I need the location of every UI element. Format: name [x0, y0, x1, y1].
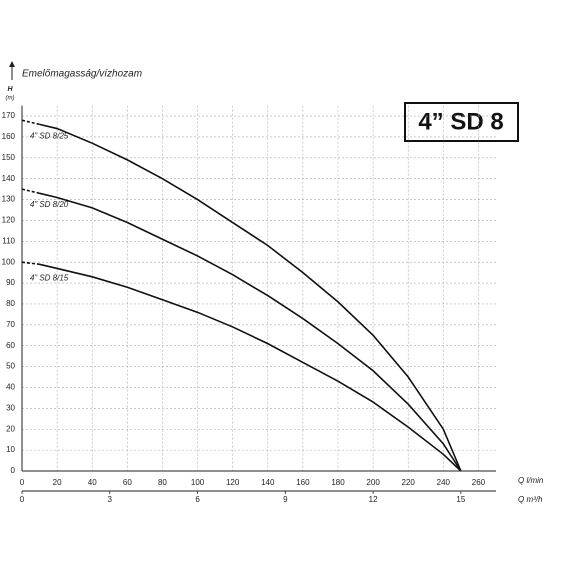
y-tick-label: 20	[6, 424, 15, 433]
x-tick-label: 160	[296, 478, 310, 487]
y-tick-label: 30	[6, 403, 15, 412]
y-tick-label: 0	[11, 466, 16, 475]
x2-tick-label: 3	[108, 495, 113, 504]
curve	[39, 192, 462, 472]
x-tick-label: 60	[123, 478, 132, 487]
x-label: Q l/min	[518, 476, 544, 485]
y-tick-label: 170	[2, 111, 16, 120]
x-tick-label: 240	[437, 478, 451, 487]
x-tick-label: 260	[472, 478, 486, 487]
chart-title: 4” SD 8	[418, 108, 503, 135]
curve	[39, 263, 462, 472]
x-tick-label: 0	[20, 478, 25, 487]
x2-tick-label: 6	[195, 495, 200, 504]
y-tick-label: 70	[6, 320, 15, 329]
x-tick-label: 220	[402, 478, 416, 487]
curve	[39, 123, 462, 472]
curve-dashed	[21, 119, 40, 126]
x-tick-label: 200	[366, 478, 380, 487]
y-tick-label: 150	[2, 153, 16, 162]
x-tick-label: 180	[331, 478, 345, 487]
x2-tick-label: 0	[20, 495, 25, 504]
curve-dashed	[21, 188, 40, 195]
x-tick-label: 140	[261, 478, 275, 487]
y-unit: (m)	[6, 96, 15, 102]
y-tick-label: 110	[2, 236, 15, 245]
x-tick-label: 80	[158, 478, 167, 487]
title-box	[404, 102, 519, 142]
x-tick-label: 20	[53, 478, 62, 487]
y-tick-label: 120	[2, 216, 16, 225]
y-tick-label: 80	[6, 299, 15, 308]
curve-dashed	[21, 261, 40, 266]
series-label: 4” SD 8/25	[30, 131, 69, 140]
y-tick-label: 10	[6, 445, 15, 454]
y-tick-label: 40	[6, 383, 15, 392]
y-tick-label: 90	[6, 278, 15, 287]
x-tick-label: 120	[226, 478, 240, 487]
series-label: 4” SD 8/20	[30, 200, 69, 209]
x2-tick-label: 9	[283, 495, 288, 504]
y-tick-label: 60	[6, 341, 15, 350]
y-axis-title: Emelőmagasság/vízhozam	[22, 69, 142, 80]
y-tick-label: 100	[2, 257, 16, 266]
y-arrow-head	[9, 61, 15, 67]
series-label: 4” SD 8/15	[30, 273, 69, 282]
y-tick-label: 130	[2, 195, 16, 204]
x2-tick-label: 12	[369, 495, 378, 504]
x2-tick-label: 15	[456, 495, 465, 504]
y-label: H	[7, 86, 13, 93]
x2-label: Q m³/h	[518, 495, 543, 504]
x-tick-label: 40	[88, 478, 97, 487]
y-tick-label: 140	[2, 174, 16, 183]
y-tick-label: 50	[6, 362, 15, 371]
y-tick-label: 160	[2, 132, 16, 141]
x-tick-label: 100	[191, 478, 205, 487]
